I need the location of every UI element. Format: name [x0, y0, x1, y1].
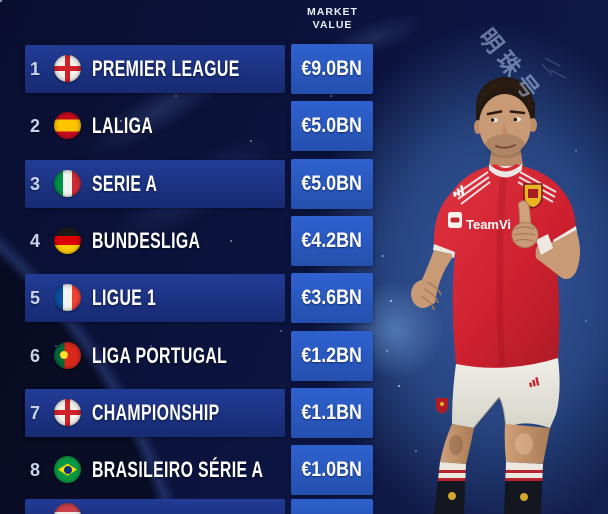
rank-number: 5 [29, 288, 40, 309]
market-value-text: €5.0BN [301, 114, 363, 138]
market-value-text: €1.0BN [301, 458, 363, 482]
player-figure: TeamVi [411, 77, 580, 514]
market-value-text: €4.2BN [301, 228, 363, 252]
rank-number: 1 [29, 59, 40, 79]
market-value-box: €3.6BN [291, 273, 373, 324]
thumbs-up-arm [511, 200, 580, 280]
league-name: PREMIER LEAGUE [92, 56, 240, 81]
market-value-text: €1.1BN [301, 400, 363, 424]
league-row: 8 BRASILEIRO SÉRIE A €1.0BN [0, 445, 608, 496]
country-flag-icon [54, 226, 81, 254]
league-row: 4 BUNDESLIGA €4.2BN [0, 215, 608, 266]
country-flag-icon [54, 112, 81, 140]
rank-number: 3 [29, 173, 40, 194]
league-name: CHAMPIONSHIP [92, 399, 220, 425]
market-value-box: €4.2BN [291, 215, 373, 266]
market-value-box: €5.0BN [291, 101, 373, 152]
player-legs [440, 424, 550, 464]
shirt-sponsor-logo-icon [448, 212, 462, 228]
sketch-lines [541, 57, 567, 79]
rank-number: 2 [29, 116, 40, 137]
adidas-logo-icon [453, 185, 465, 197]
market-value-header-line2: VALUE [312, 18, 353, 31]
rank-number: 4 [29, 230, 40, 251]
partial-row-bar [25, 499, 285, 514]
star-speckles [0, 0, 2, 2]
market-value-box: €9.0BN [291, 44, 373, 94]
country-flag-icon [54, 55, 81, 82]
league-name: LIGA PORTUGAL [92, 342, 228, 368]
league-name: BUNDESLIGA [92, 227, 201, 253]
player-left-arm [411, 250, 452, 311]
partial-value-box [291, 499, 373, 514]
rank-number: 8 [29, 460, 40, 481]
league-row: 3 SERIE A €5.0BN [0, 158, 608, 209]
market-value-header-line1: MARKET [307, 6, 358, 18]
player-socks [434, 462, 543, 514]
player-shorts [436, 358, 560, 429]
market-value-text: €5.0BN [301, 171, 363, 195]
country-flag-icon [54, 456, 81, 484]
player-jersey: TeamVi [433, 164, 577, 371]
market-value-box: €1.0BN [291, 445, 373, 496]
league-row: 7 CHAMPIONSHIP €1.1BN [0, 387, 608, 438]
jersey-collar [489, 164, 522, 178]
flag-emblem [58, 463, 77, 476]
league-name: LIGUE 1 [92, 285, 157, 311]
league-row: 5 LIGUE 1 €3.6BN [0, 273, 608, 324]
shirt-sponsor-text: TeamVi [466, 217, 511, 232]
market-value-text: €3.6BN [301, 286, 363, 310]
league-row: 6 LIGA PORTUGAL €1.2BN [0, 330, 608, 381]
league-name: BRASILEIRO SÉRIE A [92, 457, 264, 483]
country-flag-icon [54, 284, 81, 312]
shorts-adidas-icon [529, 376, 540, 388]
league-row: 1 PREMIER LEAGUE €9.0BN [0, 44, 608, 94]
market-value-box: €1.1BN [291, 387, 373, 438]
league-name: LALIGA [92, 113, 154, 139]
country-flag-icon [54, 341, 81, 369]
rank-number: 7 [29, 402, 40, 423]
player-head [474, 77, 537, 158]
shorts-crest-icon [436, 398, 448, 414]
market-value-box: €1.2BN [291, 330, 373, 381]
market-value-header: MARKET VALUE [292, 6, 373, 31]
country-flag-icon [54, 503, 81, 514]
wrist-tape [536, 234, 553, 255]
rank-number: 6 [29, 345, 40, 366]
country-flag-icon [54, 398, 81, 426]
country-flag-icon [54, 169, 81, 197]
market-value-text: €1.2BN [301, 343, 363, 367]
market-value-text: €9.0BN [301, 57, 363, 80]
league-name: SERIE A [92, 170, 158, 196]
club-crest-icon [523, 183, 543, 209]
market-value-box: €5.0BN [291, 158, 373, 209]
league-row: 2 LALIGA €5.0BN [0, 101, 608, 152]
